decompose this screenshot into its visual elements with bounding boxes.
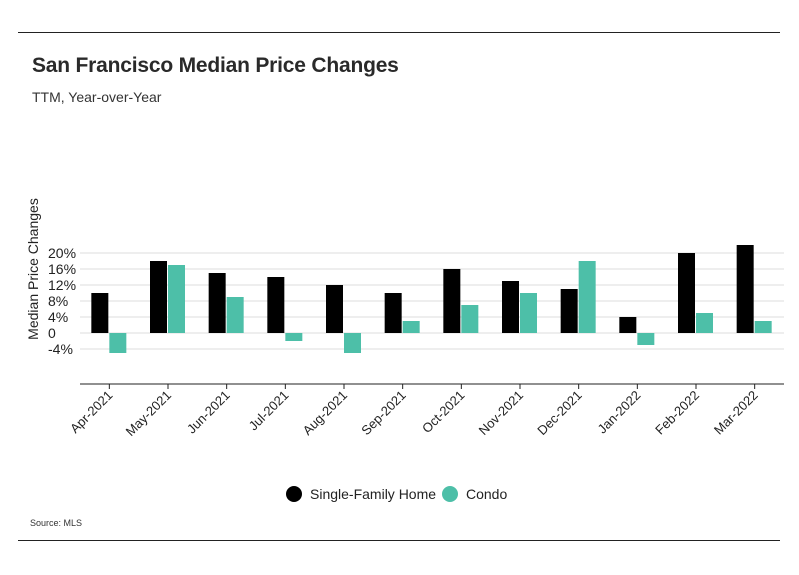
x-tick-label: Jan-2022: [595, 388, 644, 437]
gridlines: [80, 252, 784, 350]
bar-single-family-home-aug-2021: [326, 285, 343, 333]
bar-single-family-home-dec-2021: [560, 289, 578, 333]
bar-condo-mar-2022: [754, 321, 772, 333]
x-axis-ticks: Apr-2021 May-2021 Jun-2021 Jul-2021 Aug-2021…: [67, 384, 761, 439]
x-tick-label: Nov-2021: [476, 388, 526, 438]
legend-label: Condo: [466, 486, 507, 502]
x-tick-label: Oct-2021: [419, 388, 467, 436]
x-tick-label: Feb-2022: [652, 388, 702, 438]
y-axis-ticks: -4%04%8%12%16%20%: [48, 245, 76, 357]
chart-title: San Francisco Median Price Changes: [32, 54, 399, 77]
x-tick-label: Mar-2022: [711, 388, 761, 438]
bar-condo-apr-2021: [109, 333, 127, 353]
bar-single-family-home-jul-2021: [267, 277, 285, 333]
bar-single-family-home-jan-2022: [619, 317, 637, 333]
y-axis-title: Median Price Changes: [25, 198, 41, 340]
y-tick-label: -4%: [48, 341, 73, 357]
y-tick-label: 8%: [48, 293, 68, 309]
x-tick-label: Apr-2021: [67, 388, 115, 436]
bar-single-family-home-sep-2021: [384, 293, 402, 333]
chart-subtitle: TTM, Year-over-Year: [32, 89, 162, 105]
bar-condo-aug-2021: [344, 333, 361, 353]
x-tick-label: May-2021: [123, 388, 174, 439]
y-tick-label: 4%: [48, 309, 68, 325]
bar-condo-jul-2021: [285, 333, 303, 341]
bar-condo-may-2021: [168, 265, 185, 333]
bar-condo-oct-2021: [461, 305, 479, 333]
bar-single-family-home-nov-2021: [502, 281, 519, 333]
legend-marker-condo: [442, 486, 458, 502]
bar-condo-dec-2021: [578, 261, 596, 333]
x-tick-label: Aug-2021: [300, 388, 350, 438]
y-tick-label: 12%: [48, 277, 76, 293]
bar-condo-feb-2022: [696, 313, 713, 333]
bars: [91, 245, 772, 353]
bar-condo-jan-2022: [637, 333, 655, 345]
bar-single-family-home-mar-2022: [736, 245, 754, 333]
bar-single-family-home-apr-2021: [91, 293, 109, 333]
source-note: Source: MLS: [30, 518, 83, 528]
x-tick-label: Jul-2021: [246, 388, 292, 434]
top-rule: [18, 32, 780, 33]
bar-single-family-home-jun-2021: [208, 273, 226, 333]
bar-single-family-home-oct-2021: [443, 269, 461, 333]
y-tick-label: 0: [48, 325, 56, 341]
bar-condo-jun-2021: [226, 297, 244, 333]
legend: Single-Family Home Condo: [286, 486, 507, 502]
bottom-rule: [18, 540, 780, 541]
y-tick-label: 16%: [48, 261, 76, 277]
y-tick-label: 20%: [48, 245, 76, 261]
x-tick-label: Sep-2021: [358, 388, 408, 438]
bar-condo-nov-2021: [520, 293, 537, 333]
bar-single-family-home-feb-2022: [678, 253, 695, 333]
legend-label: Single-Family Home: [310, 486, 436, 502]
x-tick-label: Jun-2021: [184, 388, 233, 437]
bar-single-family-home-may-2021: [150, 261, 167, 333]
legend-marker-single-family-home: [286, 486, 302, 502]
bar-condo-sep-2021: [402, 321, 420, 333]
x-tick-label: Dec-2021: [534, 388, 584, 438]
